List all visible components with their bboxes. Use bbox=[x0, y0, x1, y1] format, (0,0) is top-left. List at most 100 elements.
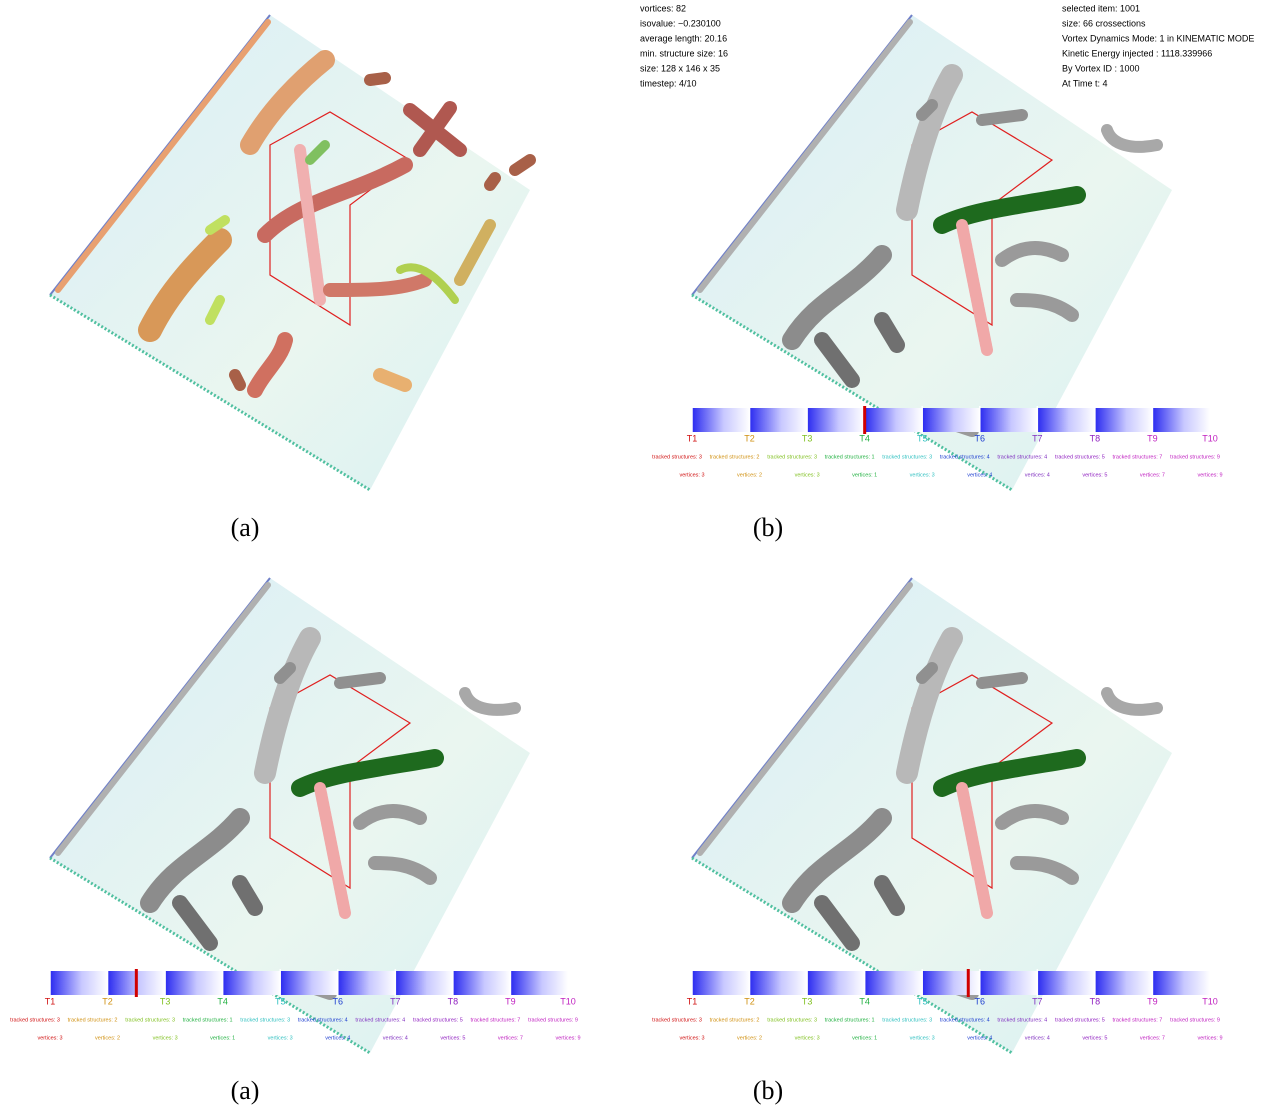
timeline-label: T7 bbox=[1032, 433, 1043, 443]
vertices-label: vertices: 5 bbox=[440, 1035, 465, 1041]
timeline-label: T1 bbox=[687, 996, 698, 1006]
tracked-label: tracked structures: 4 bbox=[940, 1017, 990, 1023]
timeline-label: T4 bbox=[859, 433, 870, 443]
timeline-label: T8 bbox=[448, 996, 459, 1006]
vertices-label: vertices: 3 bbox=[795, 1035, 820, 1041]
tracked-label: tracked structures: 1 bbox=[825, 454, 875, 460]
timeline-label: T7 bbox=[1032, 996, 1043, 1006]
vertices-label: vertices: 3 bbox=[910, 1035, 935, 1041]
timeline-label: T3 bbox=[802, 996, 813, 1006]
timeline-segment bbox=[1152, 971, 1210, 995]
caption: (a) bbox=[231, 1076, 260, 1105]
tracked-label: tracked structures: 7 bbox=[471, 1017, 521, 1023]
tracked-label: tracked structures: 3 bbox=[125, 1017, 175, 1023]
timeline-segment bbox=[922, 971, 980, 995]
render-view bbox=[50, 15, 530, 490]
timeline-label: T7 bbox=[390, 996, 401, 1006]
timeline-segment bbox=[750, 408, 808, 432]
timeline-label: T1 bbox=[687, 433, 698, 443]
tracked-label: tracked structures: 3 bbox=[767, 1017, 817, 1023]
timeline-segment bbox=[1095, 971, 1153, 995]
timeline-segment bbox=[750, 971, 808, 995]
tracked-label: tracked structures: 7 bbox=[1113, 1017, 1163, 1023]
info-line: At Time t: 4 bbox=[1062, 78, 1108, 88]
tracked-label: tracked structures: 5 bbox=[1055, 454, 1105, 460]
timeline-label: T9 bbox=[1147, 996, 1158, 1006]
vertices-label: vertices: 3 bbox=[268, 1035, 293, 1041]
timeline-segment bbox=[865, 408, 923, 432]
timeline-segment bbox=[395, 971, 453, 995]
tracked-label: tracked structures: 9 bbox=[1170, 1017, 1220, 1023]
vertices-label: vertices: 2 bbox=[95, 1035, 120, 1041]
tracked-label: tracked structures: 3 bbox=[652, 454, 702, 460]
tracked-label: tracked structures: 3 bbox=[240, 1017, 290, 1023]
tracked-label: tracked structures: 4 bbox=[355, 1017, 405, 1023]
vertices-label: vertices: 9 bbox=[1197, 472, 1222, 478]
page: {"panels": [ {"caption": "(a)"}, {"capti… bbox=[0, 0, 1268, 1113]
info-line: Vortex Dynamics Mode: 1 in KINEMATIC MOD… bbox=[1062, 33, 1254, 43]
timeline-label: T6 bbox=[333, 996, 344, 1006]
caption: (b) bbox=[753, 513, 783, 542]
panel: T1 tracked structures: 3 vertices: 3 T2 trac… bbox=[652, 578, 1222, 1105]
figure: (a) vortices: 82isovalue: −0.230100avera… bbox=[0, 0, 1268, 1113]
vertices-label: vertices: 7 bbox=[1140, 472, 1165, 478]
timeline-label: T8 bbox=[1090, 996, 1101, 1006]
timeline-label: T3 bbox=[160, 996, 171, 1006]
timeline-label: T8 bbox=[1090, 433, 1101, 443]
timeline-segment bbox=[1152, 408, 1210, 432]
vertices-label: vertices: 4 bbox=[1025, 472, 1050, 478]
timeline-segment bbox=[1037, 971, 1095, 995]
info-line: timestep: 4/10 bbox=[640, 78, 697, 88]
tracked-label: tracked structures: 3 bbox=[882, 454, 932, 460]
timeline-segment bbox=[453, 971, 511, 995]
vertices-label: vertices: 1 bbox=[210, 1035, 235, 1041]
timeline-label: T10 bbox=[1202, 996, 1218, 1006]
vertices-label: vertices: 3 bbox=[679, 472, 704, 478]
timeline-label: T6 bbox=[975, 996, 986, 1006]
timeline-label: T9 bbox=[505, 996, 516, 1006]
tracked-label: tracked structures: 1 bbox=[825, 1017, 875, 1023]
caption: (b) bbox=[753, 1076, 783, 1105]
tracked-label: tracked structures: 2 bbox=[710, 454, 760, 460]
info-line: Kinetic Energy injected : 1118.339966 bbox=[1062, 48, 1212, 58]
vertices-label: vertices: 2 bbox=[737, 1035, 762, 1041]
tracked-label: tracked structures: 2 bbox=[68, 1017, 118, 1023]
tracked-label: tracked structures: 4 bbox=[997, 454, 1047, 460]
info-line: isovalue: −0.230100 bbox=[640, 18, 721, 28]
timeline-label: T9 bbox=[1147, 433, 1158, 443]
tracked-label: tracked structures: 5 bbox=[1055, 1017, 1105, 1023]
info-line: size: 66 crossections bbox=[1062, 18, 1146, 28]
vertices-label: vertices: 2 bbox=[737, 472, 762, 478]
timeline-segment bbox=[510, 971, 568, 995]
vertices-label: vertices: 4 bbox=[967, 1035, 992, 1041]
vertices-label: vertices: 9 bbox=[555, 1035, 580, 1041]
tracked-label: tracked structures: 5 bbox=[413, 1017, 463, 1023]
timeline-segment bbox=[980, 971, 1038, 995]
vertices-label: vertices: 3 bbox=[37, 1035, 62, 1041]
tracked-label: tracked structures: 4 bbox=[997, 1017, 1047, 1023]
timeline-label: T1 bbox=[45, 996, 56, 1006]
vertices-label: vertices: 5 bbox=[1082, 472, 1107, 478]
timeline-segment bbox=[165, 971, 223, 995]
timeline-label: T6 bbox=[975, 433, 986, 443]
tracked-label: tracked structures: 1 bbox=[183, 1017, 233, 1023]
timeline-label: T2 bbox=[744, 996, 755, 1006]
tracked-label: tracked structures: 3 bbox=[10, 1017, 60, 1023]
tracked-label: tracked structures: 9 bbox=[528, 1017, 578, 1023]
timeline-segment bbox=[223, 971, 281, 995]
timeline-segment bbox=[807, 971, 865, 995]
timeline-segment bbox=[50, 971, 108, 995]
timeline-label: T2 bbox=[744, 433, 755, 443]
timeline-label: T5 bbox=[917, 996, 928, 1006]
vertices-label: vertices: 9 bbox=[1197, 1035, 1222, 1041]
info-line: vortices: 82 bbox=[640, 3, 686, 13]
tracked-label: tracked structures: 3 bbox=[882, 1017, 932, 1023]
timeline-label: T3 bbox=[802, 433, 813, 443]
vertices-label: vertices: 4 bbox=[383, 1035, 408, 1041]
panel: (a) bbox=[50, 15, 530, 542]
tracked-label: tracked structures: 3 bbox=[652, 1017, 702, 1023]
timeline-segment bbox=[280, 971, 338, 995]
